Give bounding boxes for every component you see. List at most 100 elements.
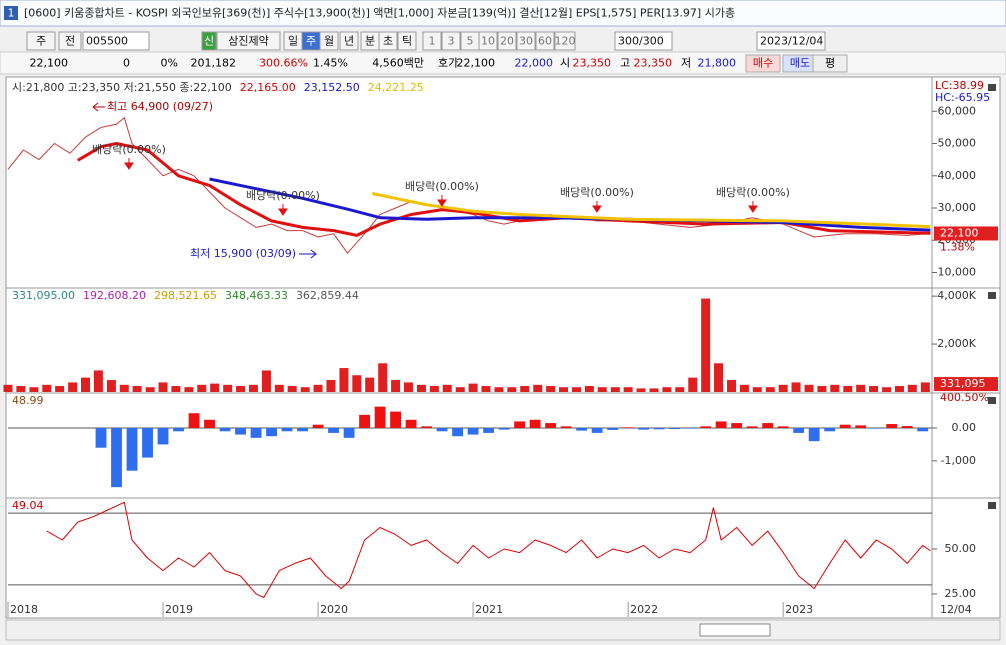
bar bbox=[467, 427, 479, 435]
toolbar-label[interactable]: 월 bbox=[324, 35, 334, 48]
bar bbox=[869, 386, 879, 392]
toolbar-label[interactable]: 전 bbox=[65, 35, 75, 48]
scroll-slider[interactable] bbox=[699, 623, 771, 637]
bar bbox=[830, 384, 840, 392]
info-value: 4,560백만 bbox=[372, 57, 424, 70]
y-tick-label: -1,000 bbox=[941, 454, 976, 467]
info-button[interactable] bbox=[745, 54, 781, 73]
panel-toggle[interactable] bbox=[988, 84, 996, 91]
annotation-arrow bbox=[92, 102, 105, 112]
bar bbox=[55, 386, 65, 392]
toolbar-label[interactable]: 30 bbox=[519, 35, 533, 48]
annotation: 배당락(0.00%) bbox=[560, 186, 634, 199]
bar bbox=[824, 427, 836, 432]
bar bbox=[907, 384, 917, 392]
x-tick-label: 2019 bbox=[165, 603, 193, 616]
toolbar-label[interactable]: 틱 bbox=[402, 35, 412, 48]
toolbar-label[interactable]: 2023/12/04 bbox=[760, 35, 823, 48]
info-value: 201,182 bbox=[191, 57, 237, 70]
last-value-label: 331,095 bbox=[940, 377, 986, 390]
bar bbox=[576, 427, 588, 431]
bar bbox=[204, 419, 215, 428]
toolbar-label[interactable]: 분 bbox=[365, 35, 375, 48]
bar bbox=[481, 386, 491, 392]
bar bbox=[610, 387, 620, 392]
panel-toggle[interactable] bbox=[988, 292, 996, 299]
toolbar-button[interactable] bbox=[319, 31, 339, 51]
toolbar-label[interactable]: 일 bbox=[288, 34, 298, 48]
toolbar-button[interactable] bbox=[339, 31, 359, 51]
bar bbox=[111, 427, 122, 488]
y-tick-label: 10,000 bbox=[938, 265, 977, 278]
toolbar-button[interactable] bbox=[26, 31, 56, 51]
toolbar-label[interactable]: 120 bbox=[555, 35, 576, 48]
bar bbox=[870, 427, 882, 429]
bar bbox=[95, 427, 107, 448]
toolbar-button[interactable] bbox=[516, 31, 536, 51]
bar bbox=[157, 427, 169, 445]
toolbar-button[interactable] bbox=[535, 31, 555, 51]
info-value[interactable]: 매도 bbox=[790, 57, 810, 70]
toolbar-button[interactable] bbox=[756, 31, 826, 51]
info-value[interactable]: 평 bbox=[825, 57, 835, 70]
x-tick-label: 2018 bbox=[10, 603, 38, 616]
toolbar-label[interactable]: 주 bbox=[36, 35, 46, 48]
title-bar bbox=[0, 0, 1006, 27]
bar bbox=[483, 427, 495, 433]
panel-toggle[interactable] bbox=[988, 397, 996, 404]
toolbar-label[interactable]: 60 bbox=[538, 35, 552, 48]
scroll-bar[interactable] bbox=[5, 619, 1001, 641]
toolbar-button[interactable] bbox=[378, 31, 398, 51]
toolbar-button[interactable] bbox=[554, 31, 576, 51]
bar bbox=[545, 423, 557, 428]
toolbar-label[interactable]: 300/300 bbox=[618, 35, 664, 48]
legend-entry: 348,463.33 bbox=[225, 289, 288, 302]
bar bbox=[436, 427, 448, 432]
toolbar-button[interactable] bbox=[614, 31, 673, 51]
bar bbox=[622, 427, 634, 428]
toolbar-label[interactable]: 주 bbox=[306, 35, 316, 48]
toolbar-button[interactable] bbox=[422, 31, 442, 51]
bar bbox=[81, 377, 91, 392]
toolbar-label[interactable]: 10 bbox=[481, 35, 495, 48]
toolbar-button[interactable] bbox=[397, 31, 417, 51]
toolbar-button[interactable] bbox=[441, 31, 461, 51]
toolbar-label[interactable]: 초 bbox=[383, 35, 393, 48]
toolbar-label[interactable]: 신 bbox=[204, 35, 214, 48]
bar bbox=[93, 370, 103, 392]
toolbar-button[interactable] bbox=[478, 31, 498, 51]
info-value[interactable]: 매수 bbox=[753, 57, 773, 70]
legend-entry: 49.04 bbox=[12, 499, 44, 512]
toolbar-label[interactable]: 20 bbox=[500, 35, 514, 48]
bar bbox=[210, 383, 220, 392]
bar bbox=[701, 298, 711, 392]
bar bbox=[839, 424, 851, 428]
toolbar-label[interactable]: 1 bbox=[429, 35, 436, 48]
bar bbox=[675, 387, 685, 392]
info-button[interactable] bbox=[812, 54, 848, 73]
toolbar-button[interactable] bbox=[201, 31, 217, 51]
x-tick-label: 2022 bbox=[630, 603, 658, 616]
bar bbox=[429, 386, 439, 392]
bar bbox=[171, 386, 181, 392]
bar bbox=[494, 387, 504, 392]
toolbar-label[interactable]: 삼진제약 bbox=[228, 34, 268, 48]
window-title: [0600] 키움종합차트 - KOSPI 외국인보유[369(천)] 주식수[… bbox=[24, 6, 735, 20]
bar bbox=[856, 384, 866, 392]
toolbar-label[interactable]: 005500 bbox=[86, 35, 128, 48]
toolbar-label[interactable]: 5 bbox=[467, 35, 474, 48]
toolbar-button[interactable] bbox=[216, 31, 281, 51]
toolbar-button[interactable] bbox=[82, 31, 150, 51]
bar bbox=[520, 386, 530, 392]
info-value: 시 bbox=[560, 57, 570, 70]
series-line bbox=[77, 142, 931, 237]
bar bbox=[119, 384, 129, 392]
toolbar-button[interactable] bbox=[497, 31, 517, 51]
y-tick-label: 30,000 bbox=[938, 201, 977, 214]
bar bbox=[442, 384, 452, 392]
toolbar-label[interactable]: 년 bbox=[344, 35, 354, 48]
toolbar-button[interactable] bbox=[58, 31, 82, 51]
panel-toggle[interactable] bbox=[988, 502, 996, 509]
toolbar-label[interactable]: 3 bbox=[448, 35, 455, 48]
bar bbox=[297, 427, 308, 432]
